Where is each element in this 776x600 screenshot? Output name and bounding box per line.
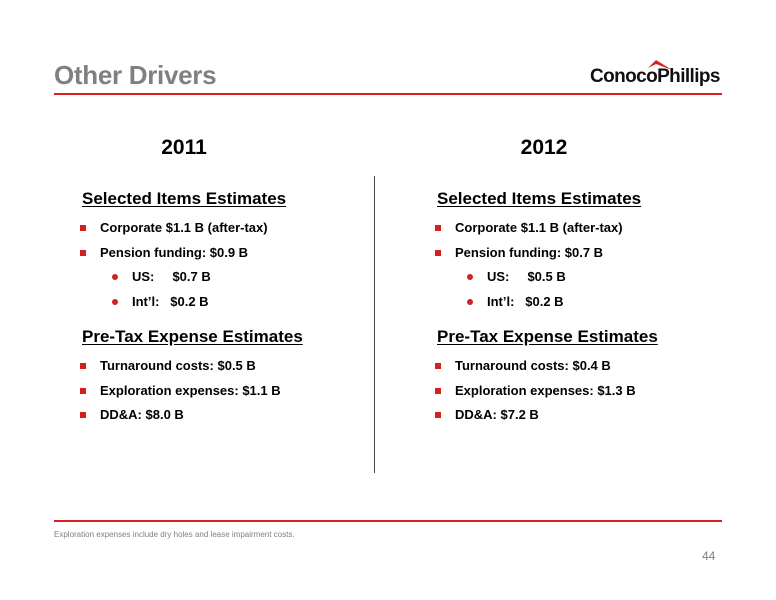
company-logo: ConocoPhillips	[590, 58, 722, 88]
item-text: Corporate $1.1 B (after-tax)	[455, 220, 623, 235]
list-item: Exploration expenses: $1.3 B	[435, 379, 737, 404]
item-text: Exploration expenses: $1.1 B	[100, 382, 281, 398]
round-bullet-icon	[112, 274, 118, 280]
logo-swoosh-icon	[648, 60, 672, 70]
item-text: Pension funding: $0.9 B	[100, 244, 249, 260]
sub-list-item: Int’l: $0.2 B	[82, 290, 382, 315]
sub-list-item: US: $0.5 B	[437, 265, 737, 290]
pretax-items-list: Turnaround costs: $0.5 B Exploration exp…	[80, 354, 382, 428]
footnote: Exploration expenses include dry holes a…	[54, 530, 295, 539]
column-divider	[374, 176, 375, 473]
list-item: Corporate $1.1 B (after-tax)	[80, 216, 382, 241]
square-bullet-icon	[80, 387, 86, 394]
selected-items-list: Corporate $1.1 B (after-tax) Pension fun…	[80, 216, 382, 315]
item-text: US: $0.7 B	[132, 269, 211, 284]
list-item: DD&A: $8.0 B	[80, 403, 382, 428]
item-text: Pension funding: $0.7 B	[455, 244, 604, 260]
sub-list-item: US: $0.7 B	[82, 265, 382, 290]
item-text: US: $0.5 B	[487, 269, 566, 284]
square-bullet-icon	[435, 225, 441, 231]
item-text: Turnaround costs: $0.5 B	[100, 358, 256, 373]
item-text: Turnaround costs: $0.4 B	[455, 358, 611, 373]
footer-rule	[54, 520, 722, 522]
list-item: Pension funding: $0.7 B	[435, 241, 737, 266]
selected-items-list: Corporate $1.1 B (after-tax) Pension fun…	[435, 216, 737, 315]
round-bullet-icon	[467, 298, 473, 305]
list-item: DD&A: $7.2 B	[435, 403, 737, 428]
pretax-heading: Pre-Tax Expense Estimates	[82, 327, 303, 346]
list-item: Exploration expenses: $1.1 B	[80, 379, 382, 404]
logo-text: ConocoPhillips	[590, 66, 720, 87]
square-bullet-icon	[435, 412, 441, 418]
page-number: 44	[702, 549, 716, 563]
item-text: Int’l: $0.2 B	[487, 293, 564, 309]
header-rule	[54, 93, 722, 95]
selected-items-heading: Selected Items Estimates	[437, 189, 642, 208]
sub-list-item: Int’l: $0.2 B	[437, 290, 737, 315]
column-2011: Selected Items Estimates Corporate $1.1 …	[80, 188, 382, 428]
selected-items-heading: Selected Items Estimates	[82, 189, 287, 208]
slide-title: Other Drivers	[54, 60, 217, 90]
year-label-2011: 2011	[161, 136, 207, 159]
pretax-items-list: Turnaround costs: $0.4 B Exploration exp…	[435, 354, 737, 428]
square-bullet-icon	[80, 412, 86, 418]
list-item: Pension funding: $0.9 B	[80, 241, 382, 266]
item-text: DD&A: $7.2 B	[455, 407, 539, 422]
square-bullet-icon	[435, 387, 441, 394]
list-item: Corporate $1.1 B (after-tax)	[435, 216, 737, 241]
square-bullet-icon	[80, 363, 86, 369]
item-text: DD&A: $8.0 B	[100, 407, 184, 422]
column-2012: Selected Items Estimates Corporate $1.1 …	[435, 188, 737, 428]
list-item: Turnaround costs: $0.4 B	[435, 354, 737, 379]
square-bullet-icon	[435, 363, 441, 369]
item-text: Corporate $1.1 B (after-tax)	[100, 220, 268, 235]
year-label-2012: 2012	[520, 136, 568, 159]
item-text: Exploration expenses: $1.3 B	[455, 382, 636, 398]
round-bullet-icon	[112, 298, 118, 305]
square-bullet-icon	[80, 249, 86, 256]
list-item: Turnaround costs: $0.5 B	[80, 354, 382, 379]
pretax-heading: Pre-Tax Expense Estimates	[437, 327, 658, 346]
square-bullet-icon	[435, 249, 441, 256]
item-text: Int’l: $0.2 B	[132, 293, 209, 309]
square-bullet-icon	[80, 225, 86, 231]
round-bullet-icon	[467, 274, 473, 280]
